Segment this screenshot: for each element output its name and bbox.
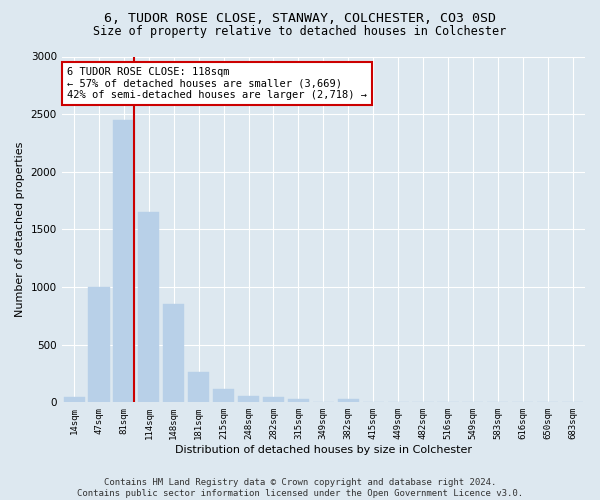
Bar [263,396,284,402]
Bar [338,399,359,402]
Bar [88,287,110,403]
Y-axis label: Number of detached properties: Number of detached properties [15,142,25,317]
Text: Size of property relative to detached houses in Colchester: Size of property relative to detached ho… [94,25,506,38]
Text: 6, TUDOR ROSE CLOSE, STANWAY, COLCHESTER, CO3 0SD: 6, TUDOR ROSE CLOSE, STANWAY, COLCHESTER… [104,12,496,26]
Bar [288,399,309,402]
Bar [213,388,234,402]
Bar [138,212,160,402]
Bar [238,396,259,402]
Text: 6 TUDOR ROSE CLOSE: 118sqm
← 57% of detached houses are smaller (3,669)
42% of s: 6 TUDOR ROSE CLOSE: 118sqm ← 57% of deta… [67,67,367,100]
Text: Contains HM Land Registry data © Crown copyright and database right 2024.
Contai: Contains HM Land Registry data © Crown c… [77,478,523,498]
Bar [163,304,184,402]
Bar [64,396,85,402]
Bar [113,120,134,403]
Bar [188,372,209,402]
X-axis label: Distribution of detached houses by size in Colchester: Distribution of detached houses by size … [175,445,472,455]
